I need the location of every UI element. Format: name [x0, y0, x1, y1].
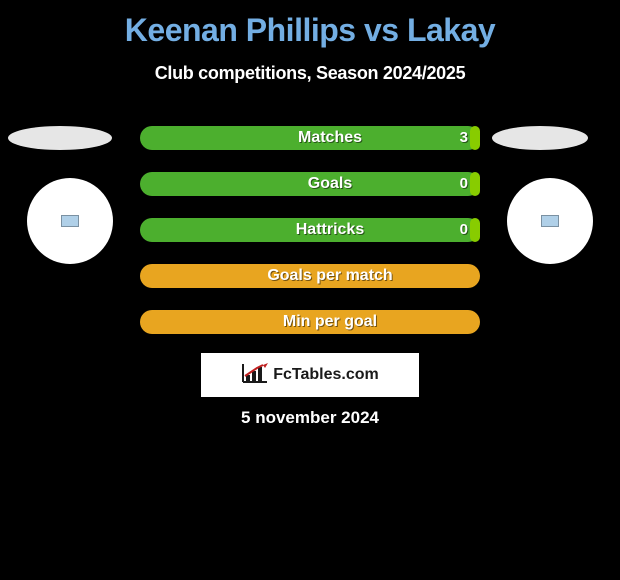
stat-label: Matches — [140, 126, 480, 150]
stat-row: Goals0 — [140, 172, 480, 196]
comparison-widget: Keenan Phillips vs Lakay Club competitio… — [0, 0, 620, 580]
player-left-ellipse — [8, 126, 112, 150]
stat-row: Min per goal — [140, 310, 480, 334]
stat-row: Goals per match — [140, 264, 480, 288]
logo-chart-icon — [241, 362, 269, 389]
fctables-logo[interactable]: FcTables.com — [201, 353, 419, 397]
stat-value: 0 — [460, 218, 468, 242]
subtitle: Club competitions, Season 2024/2025 — [0, 63, 620, 84]
stat-value: 0 — [460, 172, 468, 196]
stat-value: 3 — [460, 126, 468, 150]
page-title: Keenan Phillips vs Lakay — [0, 0, 620, 49]
logo-text: FcTables.com — [273, 366, 379, 384]
player-right-avatar — [507, 178, 593, 264]
date-text: 5 november 2024 — [0, 408, 620, 428]
stat-row: Matches3 — [140, 126, 480, 150]
stat-label: Min per goal — [140, 310, 480, 334]
player-left-flag-icon — [61, 215, 79, 227]
stat-label: Goals per match — [140, 264, 480, 288]
player-right-ellipse — [492, 126, 588, 150]
stat-row: Hattricks0 — [140, 218, 480, 242]
stat-label: Goals — [140, 172, 480, 196]
stats-panel: Matches3Goals0Hattricks0Goals per matchM… — [140, 126, 480, 356]
player-left-avatar — [27, 178, 113, 264]
stat-label: Hattricks — [140, 218, 480, 242]
player-right-flag-icon — [541, 215, 559, 227]
